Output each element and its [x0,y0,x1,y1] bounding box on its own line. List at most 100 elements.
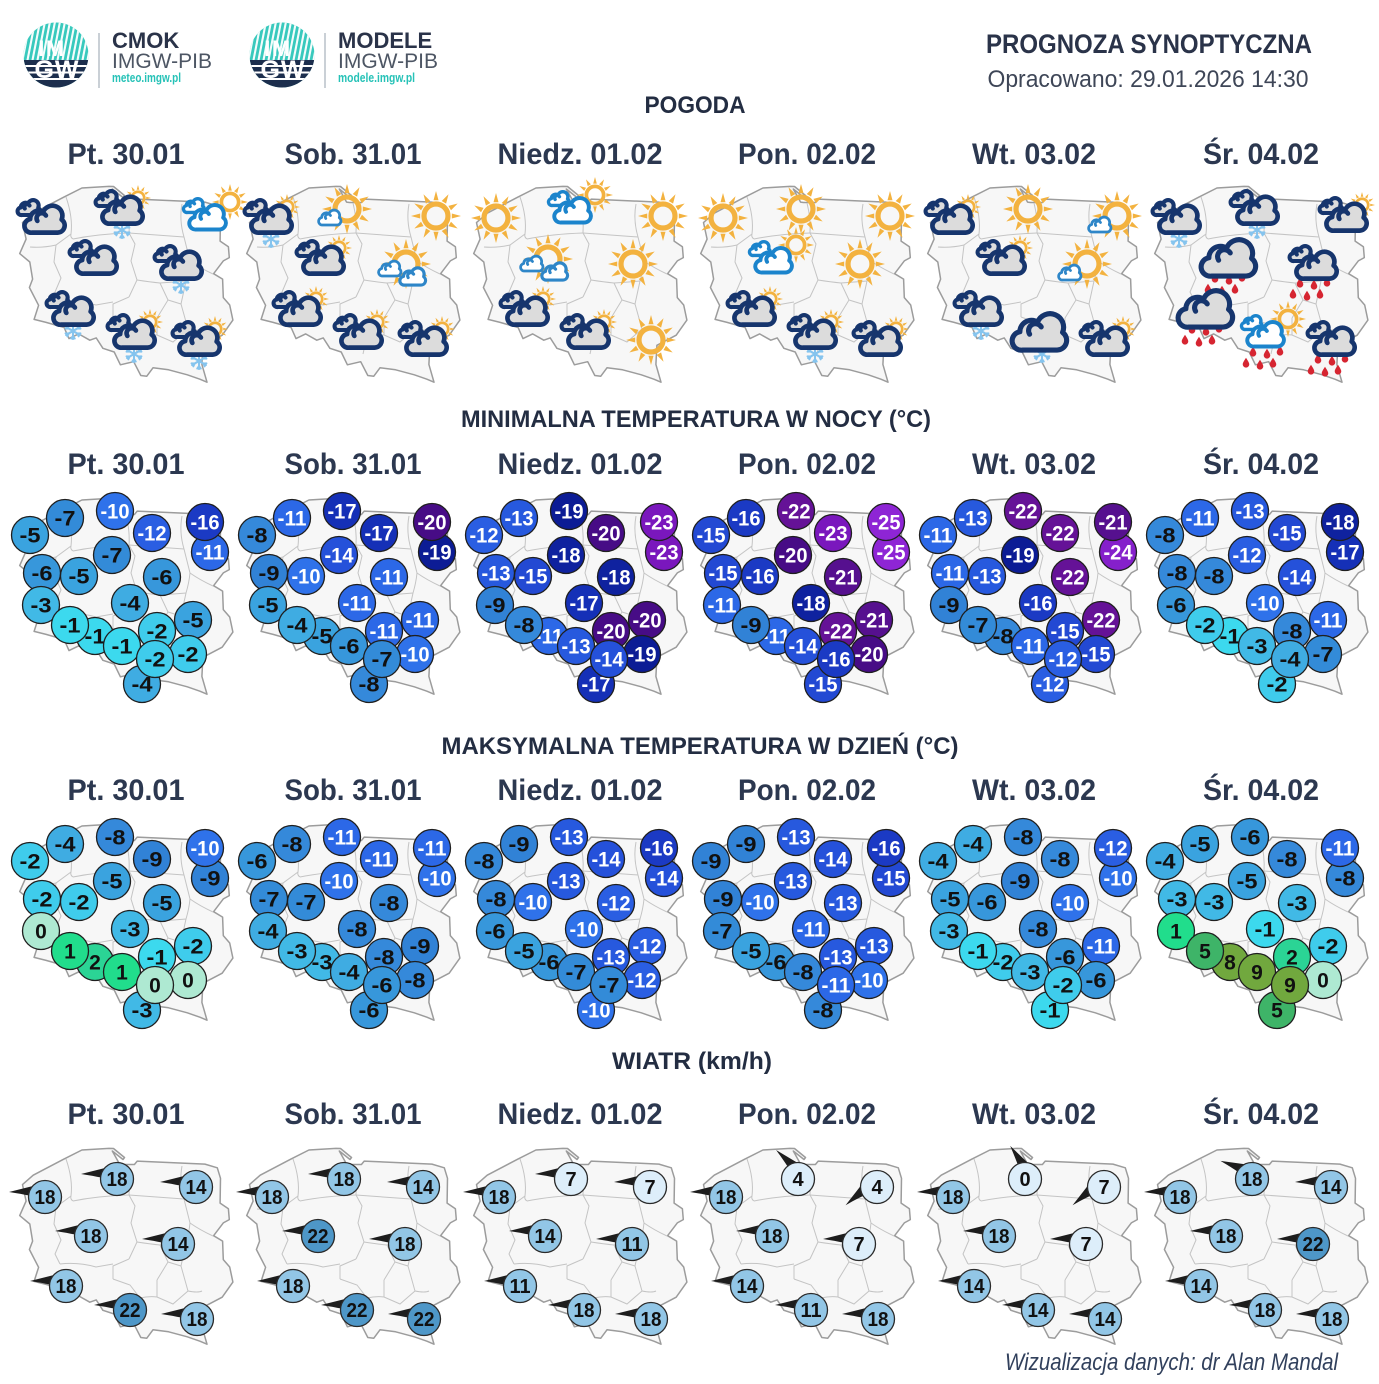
svg-text:-1: -1 [1040,1000,1061,1023]
svg-text:22: 22 [1303,1234,1324,1256]
svg-text:-9: -9 [741,615,762,638]
svg-text:Pt. 30.01: Pt. 30.01 [68,1098,185,1131]
svg-text:11: 11 [801,1300,822,1322]
svg-text:IMGW-PIB: IMGW-PIB [338,50,438,73]
svg-text:-2: -2 [147,621,168,644]
svg-text:14: 14 [1028,1300,1050,1322]
svg-text:-13: -13 [1236,501,1265,524]
svg-text:-14: -14 [650,868,679,891]
svg-text:-13: -13 [482,563,511,586]
svg-text:-15: -15 [809,674,838,697]
svg-text:-16: -16 [872,838,901,861]
svg-text:1: 1 [116,962,128,985]
svg-text:18: 18 [574,1300,595,1322]
svg-text:-11: -11 [822,975,851,998]
svg-text:-2: -2 [69,892,90,915]
svg-text:MAKSYMALNA TEMPERATURA W DZIEŃ: MAKSYMALNA TEMPERATURA W DZIEŃ (°C) [442,732,959,760]
svg-text:-11: -11 [924,525,953,548]
svg-text:-6: -6 [152,567,173,590]
svg-text:18: 18 [489,1187,510,1209]
svg-text:-17: -17 [570,593,599,616]
svg-text:-18: -18 [602,567,631,590]
svg-text:PROGNOZA SYNOPTYCZNA: PROGNOZA SYNOPTYCZNA [986,29,1312,59]
svg-text:-12: -12 [602,893,631,916]
svg-text:22: 22 [308,1226,329,1248]
svg-text:-15: -15 [709,563,738,586]
svg-text:-3: -3 [1167,889,1188,912]
svg-text:-16: -16 [1024,593,1053,616]
svg-text:CMOK: CMOK [112,28,179,53]
svg-text:Opracowano: 29.01.2026 14:30: Opracowano: 29.01.2026 14:30 [988,66,1309,93]
svg-text:4: 4 [792,1169,804,1191]
svg-text:-3: -3 [312,952,333,975]
svg-text:-4: -4 [55,834,76,857]
svg-text:-8: -8 [405,970,426,993]
svg-text:0: 0 [1019,1169,1030,1191]
svg-text:-19: -19 [423,542,452,565]
svg-text:Wt. 03.02: Wt. 03.02 [972,1098,1096,1131]
svg-text:Wt. 03.02: Wt. 03.02 [972,448,1096,481]
svg-text:-6: -6 [247,851,268,874]
svg-text:-11: -11 [1016,636,1045,659]
svg-text:Pt. 30.01: Pt. 30.01 [68,448,185,481]
svg-text:-7: -7 [372,649,393,672]
svg-text:14: 14 [737,1276,759,1298]
svg-text:14: 14 [1321,1177,1343,1199]
svg-text:-14: -14 [325,545,354,568]
svg-text:-11: -11 [418,838,447,861]
svg-text:Pt. 30.01: Pt. 30.01 [68,774,185,807]
svg-text:-10: -10 [292,566,321,589]
svg-text:-10: -10 [1104,868,1133,891]
svg-text:-12: -12 [628,970,657,993]
svg-text:Niedz. 01.02: Niedz. 01.02 [498,774,663,807]
svg-text:2: 2 [89,952,101,975]
svg-text:-11: -11 [343,593,372,616]
svg-text:5: 5 [1199,941,1211,964]
svg-text:-11: -11 [1314,610,1343,633]
svg-text:-12: -12 [633,936,662,959]
svg-text:-15: -15 [519,566,548,589]
svg-text:-9: -9 [485,595,506,618]
svg-text:-8: -8 [486,889,507,912]
svg-text:-3: -3 [1287,893,1308,916]
svg-text:-11: -11 [1087,936,1116,959]
svg-text:-21: -21 [860,610,889,633]
svg-text:-8: -8 [1013,827,1034,850]
svg-text:-10: -10 [423,868,452,891]
svg-text:-13: -13 [597,947,626,970]
svg-text:-7: -7 [296,892,317,915]
svg-text:-5: -5 [152,893,173,916]
svg-text:14: 14 [1191,1276,1213,1298]
svg-text:-17: -17 [582,674,611,697]
svg-text:-12: -12 [1233,545,1262,568]
svg-text:18: 18 [1255,1300,1276,1322]
svg-text:-16: -16 [191,512,220,535]
svg-text:Wizualizacja danych: dr Alan M: Wizualizacja danych: dr Alan Mandal [1005,1349,1339,1376]
svg-text:-8: -8 [514,615,535,638]
svg-text:18: 18 [334,1169,355,1191]
svg-text:-12: -12 [1049,649,1078,672]
svg-text:-11: -11 [278,508,307,531]
svg-text:-10: -10 [401,644,430,667]
svg-text:-13: -13 [505,508,534,531]
svg-text:-5: -5 [20,525,41,548]
svg-text:18: 18 [868,1309,889,1331]
svg-text:-10: -10 [519,892,548,915]
svg-text:POGODA: POGODA [645,92,746,119]
svg-text:-25: -25 [872,512,901,535]
svg-text:-13: -13 [824,947,853,970]
svg-text:18: 18 [989,1226,1010,1248]
svg-text:MODELE: MODELE [338,28,432,53]
svg-text:Śr. 04.02: Śr. 04.02 [1203,447,1319,481]
svg-text:GW: GW [34,56,79,84]
svg-text:-11: -11 [406,610,435,633]
svg-text:-2: -2 [1195,615,1216,638]
svg-text:4: 4 [871,1177,883,1199]
svg-text:-7: -7 [102,545,123,568]
svg-text:-5: -5 [741,941,762,964]
svg-text:-7: -7 [566,962,587,985]
svg-text:14: 14 [1095,1309,1117,1331]
svg-text:-21: -21 [1099,512,1128,535]
svg-text:-10: -10 [1056,893,1085,916]
svg-text:-15: -15 [697,525,726,548]
